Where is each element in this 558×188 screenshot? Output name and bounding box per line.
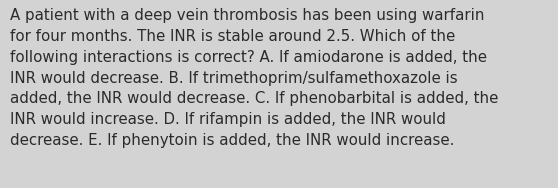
Text: A patient with a deep vein thrombosis has been using warfarin
for four months. T: A patient with a deep vein thrombosis ha… [10, 8, 498, 148]
